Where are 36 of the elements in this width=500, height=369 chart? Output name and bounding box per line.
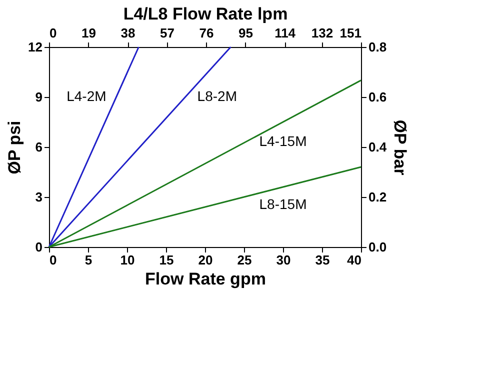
y-tick-label: 12 [28, 40, 42, 54]
x-axis-title: Flow Rate gpm [145, 270, 266, 288]
y-axis-title: ØP psi [5, 120, 24, 174]
series-label: L4-15M [259, 133, 307, 149]
x-tick-label: 35 [315, 252, 330, 268]
x-tick-label: 25 [237, 252, 252, 268]
series-label: L4-2M [66, 88, 106, 104]
y-tick-label: 6 [35, 140, 42, 154]
x-tick-label: 0 [50, 252, 57, 268]
x-tick-label: 5 [84, 252, 92, 268]
y2-tick-label: 0.8 [368, 40, 387, 54]
series-label: L8-2M [197, 88, 237, 104]
x2-tick-label: 114 [274, 26, 296, 40]
y2-tick-label: 0.2 [368, 190, 387, 204]
y2-axis-title: ØP bar [390, 120, 410, 176]
x-tick-label: 15 [159, 252, 174, 268]
x2-tick-label: 132 [311, 26, 334, 40]
x2-tick-label: 38 [120, 26, 136, 40]
x2-tick-label: 57 [160, 26, 175, 40]
y-tick-label: 9 [35, 90, 42, 104]
x-tick-label: 30 [276, 252, 291, 268]
x-tick-label: 20 [198, 252, 213, 268]
x2-tick-label: 19 [82, 26, 96, 40]
y-tick-label: 0 [35, 240, 42, 254]
x2-tick-label: 76 [199, 26, 214, 40]
x2-tick-label: 95 [238, 26, 254, 40]
series-label: L8-15M [259, 196, 307, 212]
x2-tick-label: 0 [50, 26, 57, 40]
x-tick-label: 10 [120, 252, 135, 268]
y2-tick-label: 0.4 [368, 140, 388, 154]
x2-axis-title: L4/L8 Flow Rate lpm [123, 4, 288, 24]
y2-tick-label: 0.0 [368, 240, 387, 254]
y-tick-label: 3 [35, 190, 42, 204]
x-tick-label: 40 [347, 252, 362, 268]
x2-tick-label: 151 [340, 26, 362, 40]
y2-tick-label: 0.6 [368, 90, 387, 104]
